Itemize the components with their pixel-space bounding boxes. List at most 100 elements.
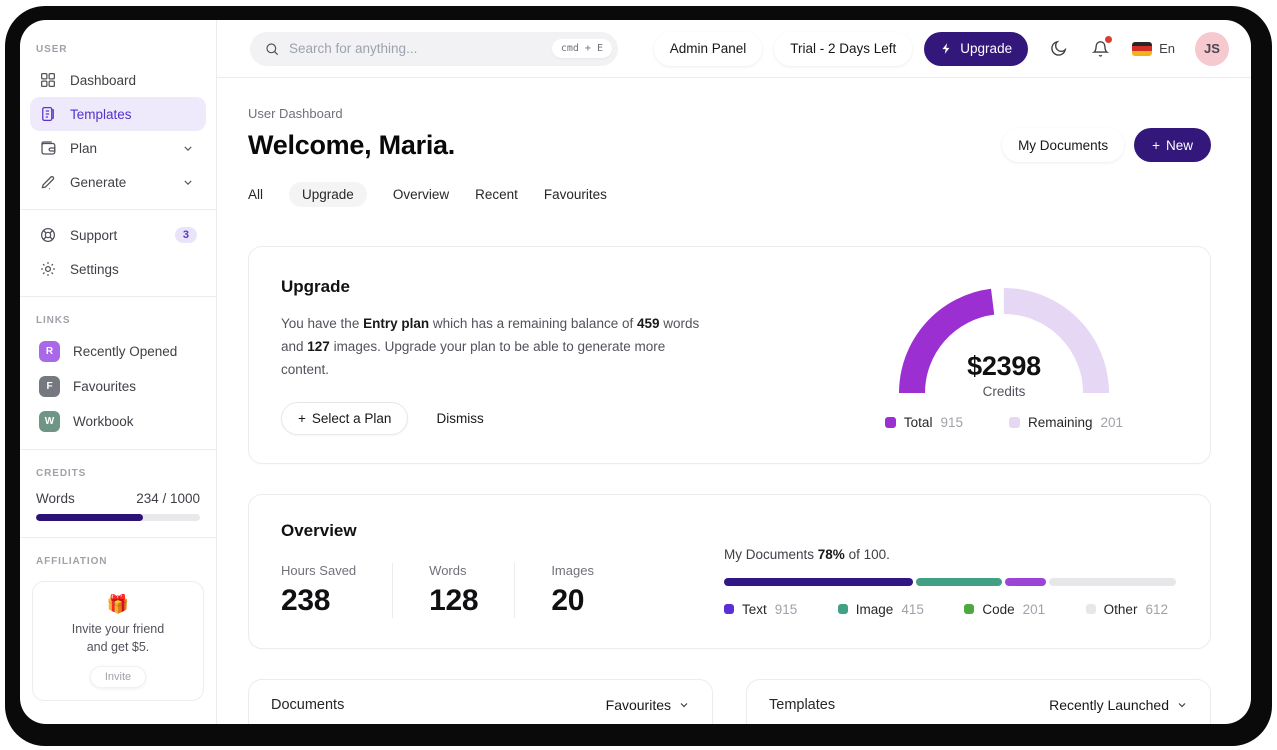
sidebar-item-generate[interactable]: Generate <box>30 165 206 199</box>
bell-icon <box>1091 41 1109 57</box>
header-actions: My Documents + New <box>1002 128 1211 162</box>
credits-gauge-svg <box>899 287 1109 394</box>
sidebar-item-label: Dashboard <box>70 72 137 88</box>
stacked-bar-legend: Text 915 Image 415 Code 201 <box>724 602 1176 617</box>
legend-swatch <box>884 417 896 428</box>
tab-overview[interactable]: Overview <box>392 187 450 202</box>
sidebar-link-workbook[interactable]: W Workbook <box>30 404 206 439</box>
notifications-button[interactable] <box>1088 35 1113 61</box>
my-documents-progress-title: My Documents 78% of 100. <box>724 546 890 562</box>
sidebar: USER Dashboard Templates Plan Generate S… <box>20 20 217 724</box>
search-icon <box>266 42 279 55</box>
affiliation-text: Invite your friend and get $5. <box>71 622 165 655</box>
new-button[interactable]: + New <box>1134 128 1211 162</box>
stat-words: Words 128 <box>392 562 514 618</box>
legend-item-image: Image 415 <box>837 602 924 617</box>
sidebar-item-templates[interactable]: Templates <box>30 97 206 131</box>
upgrade-card-actions: + Select a Plan Dismiss <box>281 401 701 435</box>
gear-icon <box>41 262 55 276</box>
legend-item-remaining: Remaining 201 <box>1008 415 1123 430</box>
legend-swatch <box>1008 417 1020 428</box>
credits-gauge: $2398 Credits Total 915 Remaining <box>884 277 1124 430</box>
sidebar-section-links: LINKS <box>36 315 71 326</box>
support-count-badge: 3 <box>174 227 197 243</box>
dark-mode-toggle[interactable] <box>1046 37 1070 61</box>
chevron-down-icon <box>184 179 192 185</box>
invite-button[interactable]: Invite <box>89 666 147 689</box>
credits-words-row: Words 234 / 1000 <box>30 487 206 514</box>
documents-filter-dropdown[interactable]: Favourites <box>606 697 690 713</box>
gauge-label: Credits <box>982 384 1026 399</box>
search-bar[interactable]: cmd + E <box>250 31 618 66</box>
tab-upgrade[interactable]: Upgrade <box>289 182 367 207</box>
my-documents-button[interactable]: My Documents <box>1002 128 1125 162</box>
sidebar-divider <box>20 209 216 210</box>
chevron-down-icon <box>1178 702 1186 708</box>
overview-stats: Hours Saved 238 Words 128 Images 20 <box>281 562 630 618</box>
link-initial-badge: R <box>39 341 60 362</box>
sidebar-item-label: Plan <box>70 140 98 156</box>
sidebar-item-dashboard[interactable]: Dashboard <box>30 63 206 97</box>
page-header-row: Welcome, Maria. My Documents + New <box>248 128 1211 162</box>
legend-item-code: Code 201 <box>964 602 1045 617</box>
documents-card-header: Documents Favourites <box>249 680 712 724</box>
legend-item-other: Other 612 <box>1085 602 1168 617</box>
overview-card-title: Overview <box>281 520 357 540</box>
templates-card: Templates Recently Launched Blog Post Ti… <box>746 678 1211 724</box>
sidebar-item-settings[interactable]: Settings <box>30 252 206 286</box>
topbar: cmd + E Admin Panel Trial - 2 Days Left … <box>217 20 1251 78</box>
sidebar-divider <box>20 537 216 538</box>
upgrade-card-body: You have the Entry plan which has a rema… <box>281 316 700 377</box>
affiliation-card: 🎁 Invite your friend and get $5. Invite <box>32 581 204 702</box>
main-area: cmd + E Admin Panel Trial - 2 Days Left … <box>217 20 1251 724</box>
notification-dot <box>1105 35 1113 43</box>
gauge-center-text: $2398 Credits <box>884 351 1124 399</box>
upgrade-button[interactable]: Upgrade <box>924 31 1029 66</box>
stacked-progress-bar <box>724 577 1176 586</box>
chevron-down-icon <box>680 702 688 708</box>
bar-segment-other <box>1049 577 1176 586</box>
user-avatar[interactable]: JS <box>1195 31 1229 66</box>
moon-icon <box>1050 40 1066 56</box>
link-initial-badge: W <box>39 411 60 432</box>
sidebar-link-label: Workbook <box>73 414 134 429</box>
dismiss-button[interactable]: Dismiss <box>436 410 484 426</box>
templates-filter-dropdown[interactable]: Recently Launched <box>1049 697 1188 713</box>
tab-recent[interactable]: Recent <box>475 187 518 202</box>
tab-all[interactable]: All <box>248 187 264 202</box>
sidebar-divider <box>20 449 216 450</box>
language-selector[interactable]: En <box>1132 41 1175 56</box>
sidebar-item-support[interactable]: Support 3 <box>30 218 206 252</box>
legend-swatch <box>837 604 848 615</box>
bar-segment-text <box>724 577 914 586</box>
template-icon <box>42 106 54 122</box>
sidebar-item-label: Settings <box>70 261 119 277</box>
sidebar-item-label: Templates <box>70 106 132 122</box>
credits-value: 234 / 1000 <box>136 491 200 506</box>
bar-segment-code <box>1004 577 1047 586</box>
words-progress-track <box>36 514 200 521</box>
language-label: En <box>1159 41 1175 56</box>
templates-card-title: Templates <box>769 696 836 713</box>
sidebar-link-label: Favourites <box>73 379 137 394</box>
breadcrumb: User Dashboard <box>248 106 343 121</box>
chevron-down-icon <box>184 145 192 151</box>
sidebar-link-recently-opened[interactable]: R Recently Opened <box>30 334 206 369</box>
trial-status-badge[interactable]: Trial - 2 Days Left <box>774 31 913 66</box>
my-documents-progress: My Documents 78% of 100. Text 915 Image … <box>724 521 1176 618</box>
search-input[interactable] <box>289 41 543 56</box>
bottom-cards-row: Documents Favourites Untitled Document i… <box>248 678 1211 724</box>
tab-favourites[interactable]: Favourites <box>543 187 607 202</box>
upgrade-card-title: Upgrade <box>281 277 350 296</box>
sidebar-item-plan[interactable]: Plan <box>30 131 206 165</box>
select-plan-button[interactable]: + Select a Plan <box>281 401 409 435</box>
sidebar-link-favourites[interactable]: F Favourites <box>30 369 206 404</box>
templates-card-header: Templates Recently Launched <box>747 680 1210 724</box>
admin-panel-button[interactable]: Admin Panel <box>653 31 763 66</box>
app-window: USER Dashboard Templates Plan Generate S… <box>20 20 1251 724</box>
overview-card: Overview Hours Saved 238 Words 128 Image… <box>248 493 1211 649</box>
legend-swatch <box>964 604 975 615</box>
bar-segment-image <box>916 577 1002 586</box>
stat-images: Images 20 <box>514 562 630 618</box>
